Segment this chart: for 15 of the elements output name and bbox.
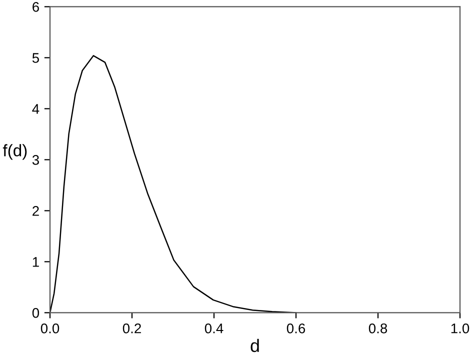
x-tick-label: 0.0 (40, 323, 60, 334)
x-tick-label: 0.8 (368, 323, 388, 334)
y-tick-label: 6 (32, 2, 39, 12)
y-tick-label: 1 (32, 257, 39, 267)
y-tick-label: 5 (32, 53, 39, 63)
y-tick-label: 0 (32, 308, 40, 318)
y-tick-label: 2 (32, 206, 39, 216)
x-tick-label: 0.2 (122, 323, 141, 334)
y-axis-title: f(d) (2, 144, 27, 160)
x-tick-label: 1.0 (451, 323, 470, 334)
y-tick-label: 3 (32, 155, 39, 165)
y-tick-label: 4 (32, 104, 40, 114)
x-tick-label: 0.4 (204, 323, 224, 334)
x-axis-title: d (250, 338, 259, 352)
x-tick-label: 0.6 (286, 323, 306, 334)
